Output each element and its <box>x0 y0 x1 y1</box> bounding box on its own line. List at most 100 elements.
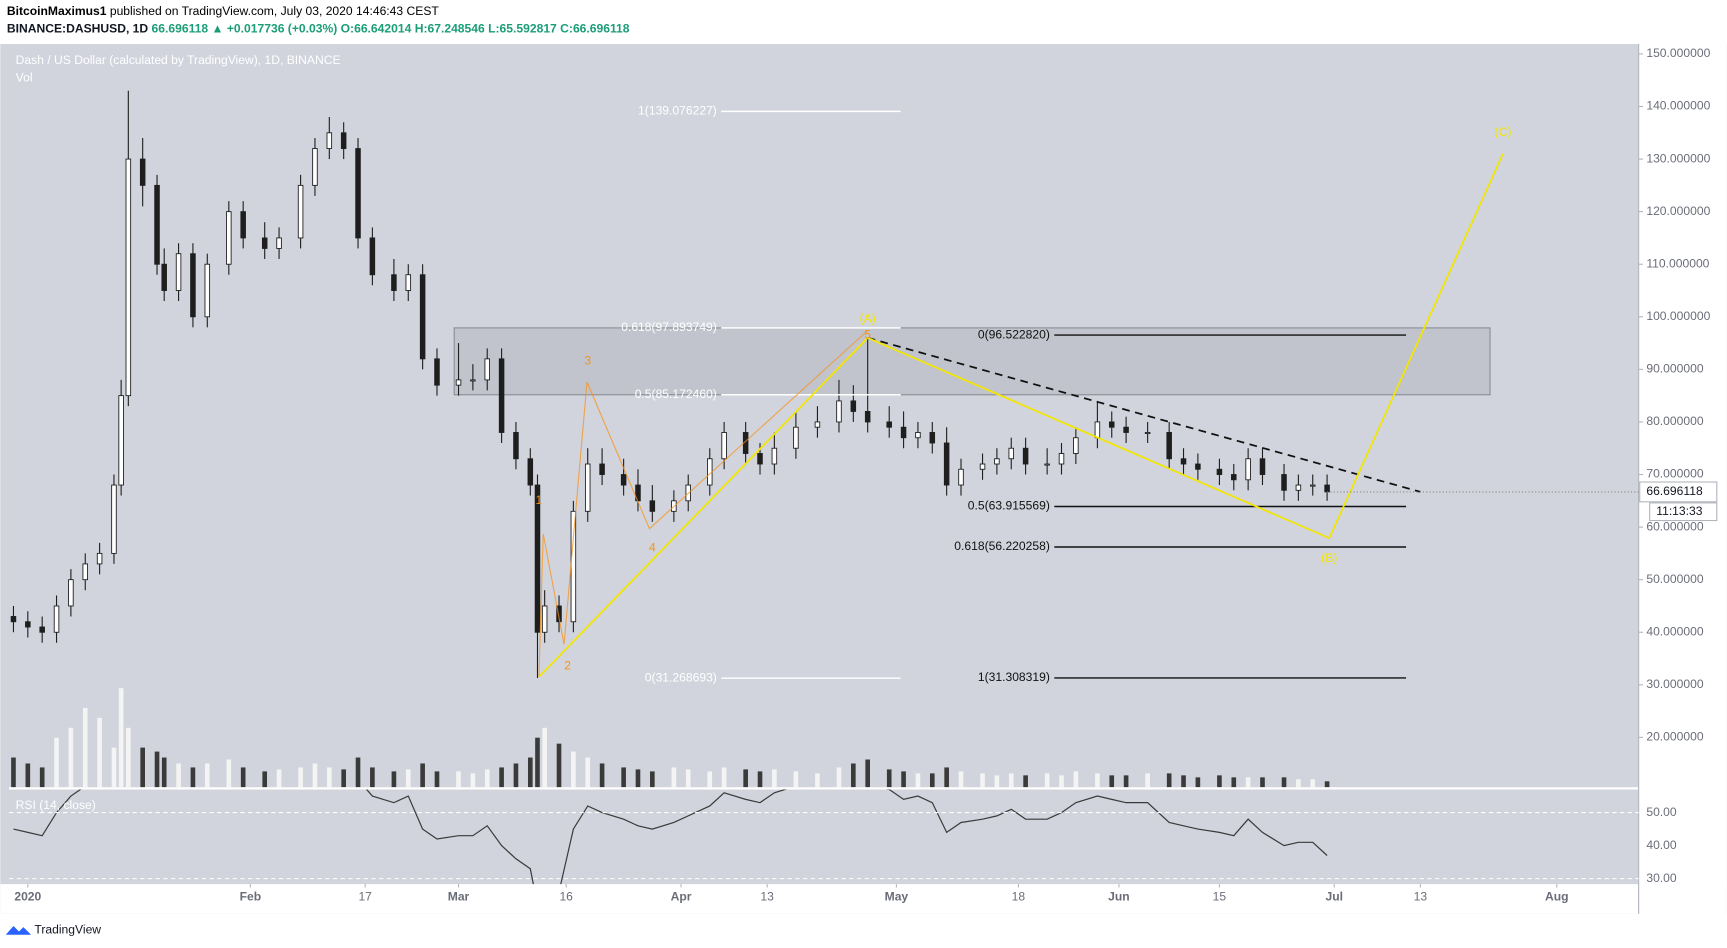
y-tick-label: 110.000000 <box>1646 256 1709 270</box>
volume-bar <box>635 769 641 788</box>
fib-label: 1(31.308319) <box>978 670 1050 684</box>
volume-bar <box>499 767 504 788</box>
candle-body <box>312 148 318 186</box>
candle-body <box>297 184 304 239</box>
candle-body <box>1216 468 1223 475</box>
candle-body <box>1231 474 1237 481</box>
y-tick-label: 20.000000 <box>1646 730 1704 744</box>
candle-body <box>1295 484 1302 491</box>
candle-body <box>175 253 182 291</box>
rsi-line <box>13 789 1328 885</box>
candle-body <box>534 484 541 633</box>
volume-bar <box>1324 781 1330 788</box>
candle-body <box>620 474 627 486</box>
volume-bar <box>1145 773 1150 788</box>
volume-bar <box>25 763 31 788</box>
volume-bar <box>929 773 935 788</box>
wave-label: 2 <box>564 659 571 673</box>
candle-body <box>391 274 397 291</box>
candle-body <box>419 274 426 360</box>
abc-wave <box>538 153 1504 678</box>
volume-label: Vol <box>16 70 33 84</box>
volume-bar <box>420 763 425 788</box>
candle-body <box>886 421 892 428</box>
wave-label: (C) <box>1495 125 1512 139</box>
fib-label: 0.618(97.893749) <box>621 320 717 334</box>
volume-bar <box>82 707 88 788</box>
fib-label: 0.618(56.220258) <box>954 539 1050 553</box>
volume-bar <box>743 769 748 788</box>
volume-bar <box>276 769 282 788</box>
candle-body <box>1309 484 1316 487</box>
price: 66.696118 <box>152 22 209 36</box>
volume-bar <box>226 759 232 788</box>
candle-body <box>915 432 921 439</box>
volume-bar <box>312 763 318 788</box>
fib-label: 0.5(63.915569) <box>968 499 1050 513</box>
fib-label: 0.5(85.172460) <box>635 387 717 401</box>
rsi-tick-label: 30.00 <box>1646 871 1677 885</box>
trend-line <box>867 336 1421 493</box>
volume-bar <box>585 757 591 788</box>
volume-bar <box>161 757 167 788</box>
volume-bar <box>1095 773 1100 788</box>
x-tick-label: Apr <box>671 890 692 904</box>
volume-bar <box>1166 773 1172 788</box>
low: L:65.592817 <box>488 22 557 36</box>
candle-body <box>498 358 505 433</box>
volume-bar <box>1008 773 1014 788</box>
wave-label: 3 <box>584 354 591 368</box>
volume-bar <box>721 767 727 788</box>
candle-body <box>1058 453 1065 465</box>
volume-bar <box>355 757 361 788</box>
volume-bar <box>470 773 476 788</box>
x-tick-label: 13 <box>1414 890 1428 904</box>
volume-bar <box>535 737 540 788</box>
x-tick-label: 18 <box>1012 890 1026 904</box>
y-tick-label: 150.000000 <box>1646 46 1710 60</box>
candle-body <box>836 400 842 423</box>
x-tick-label: Jun <box>1108 890 1130 904</box>
volume-bar <box>1245 777 1251 788</box>
volume-bar <box>176 763 181 788</box>
candle-body <box>276 237 282 249</box>
volume-bar <box>327 767 332 788</box>
candle-body <box>455 379 462 386</box>
y-tick-label: 130.000000 <box>1646 151 1710 165</box>
volume-bar <box>456 771 461 788</box>
author: BitcoinMaximus1 <box>7 4 107 18</box>
volume-bar <box>556 743 562 788</box>
published: published on TradingView.com, July 03, 2… <box>110 4 440 18</box>
symbol: BINANCE:DASHUSD, 1D <box>7 22 149 36</box>
x-tick-label: 2020 <box>14 890 41 904</box>
y-tick-label: 100.000000 <box>1646 309 1710 323</box>
volume-bar <box>1281 777 1287 788</box>
volume-bar <box>793 771 799 788</box>
volume-bar <box>1109 775 1115 788</box>
candle-body <box>757 453 763 465</box>
candle-body <box>434 358 440 386</box>
main-pane: 1(139.076227) 0.618(97.893749) 0.5(85.1724… <box>10 90 1512 788</box>
candle-body <box>1044 463 1050 466</box>
volume-bar <box>262 771 268 788</box>
rsi-tick-label: 40.00 <box>1646 838 1677 852</box>
candle-body <box>25 621 31 628</box>
candle-body <box>513 432 519 460</box>
x-tick-label: Aug <box>1545 890 1569 904</box>
candle-body <box>979 463 986 470</box>
footer: TradingView <box>5 923 101 937</box>
volume-bar <box>405 769 411 788</box>
x-tick-label: 16 <box>559 890 573 904</box>
close: C:66.696118 <box>560 22 630 36</box>
x-tick-label: Jul <box>1326 890 1344 904</box>
volume-bar <box>1310 779 1316 788</box>
volume-bar <box>1217 775 1222 788</box>
candle-body <box>556 605 562 623</box>
volume-bar <box>140 747 145 788</box>
candle-body <box>1094 421 1101 439</box>
candle-body <box>527 458 534 486</box>
volume-bar <box>54 737 59 788</box>
y-tick-label: 140.000000 <box>1646 99 1710 113</box>
candle-body <box>355 148 361 239</box>
open: O:66.642014 <box>341 22 412 36</box>
